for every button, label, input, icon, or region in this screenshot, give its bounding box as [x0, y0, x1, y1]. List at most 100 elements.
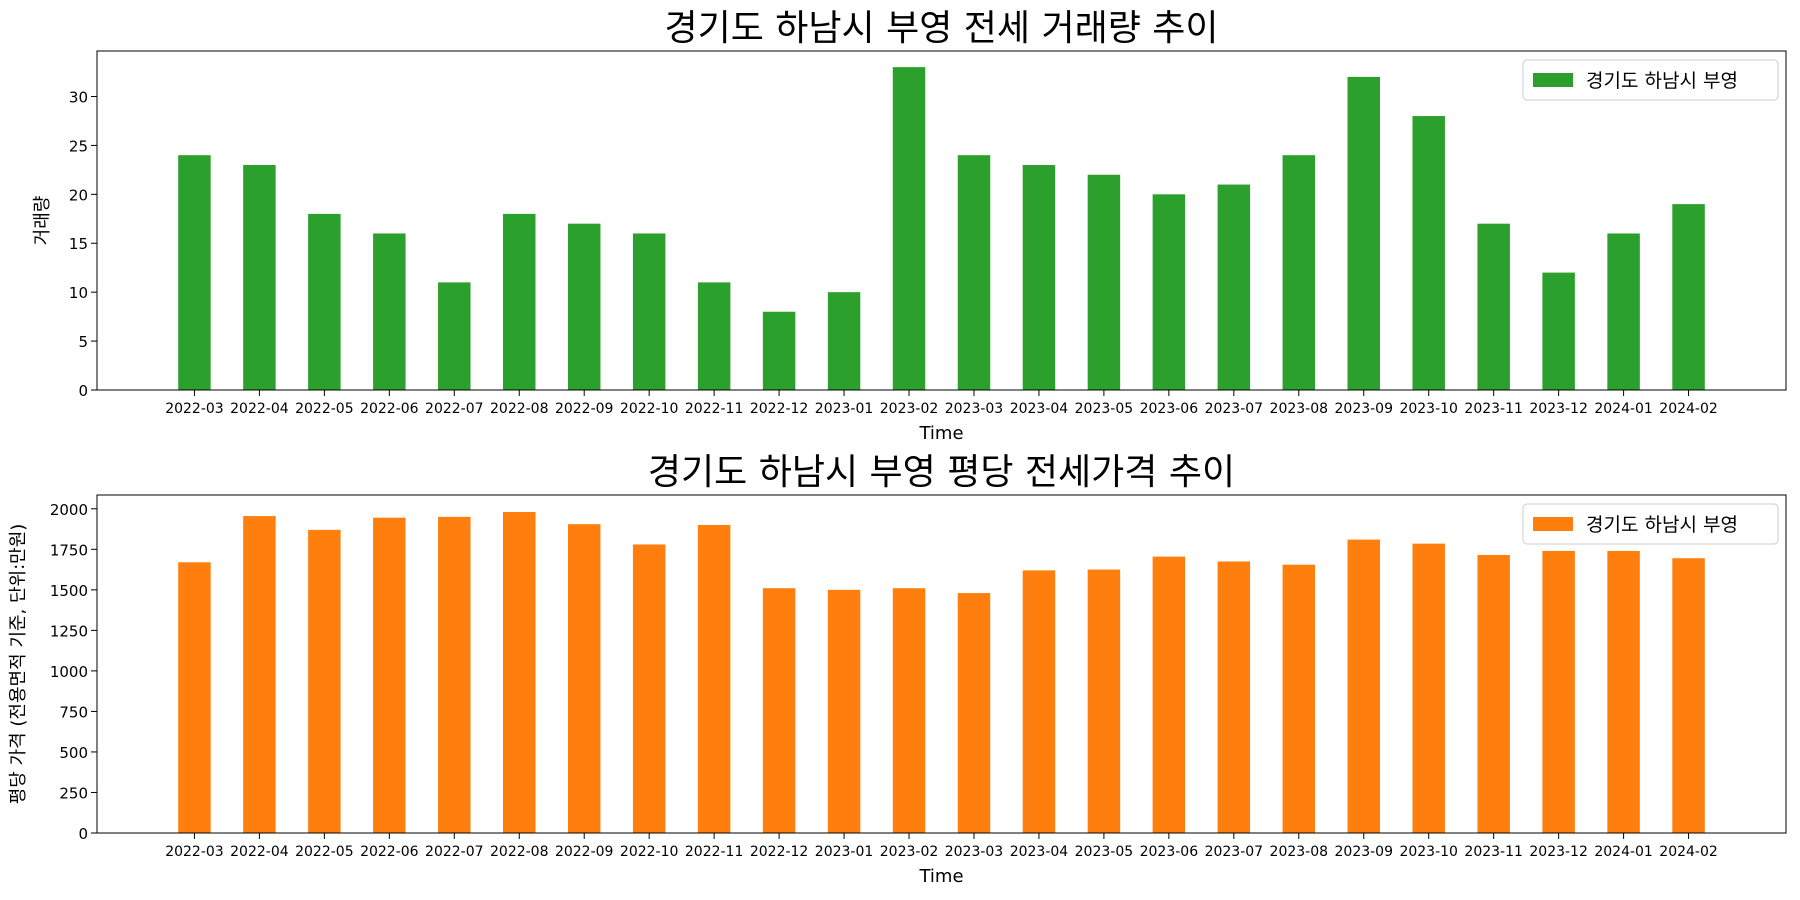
x-tick-label: 2023-07: [1205, 401, 1264, 417]
chart-title: 경기도 하남시 부영 평당 전세가격 추이: [648, 452, 1235, 493]
x-tick-label: 2023-01: [815, 401, 874, 417]
bar-2022-09: [567, 223, 601, 390]
x-tick-label: 2022-11: [685, 401, 744, 417]
bar-2023-02: [892, 67, 926, 391]
y-tick-label: 20: [69, 186, 88, 204]
legend-box: [1522, 59, 1779, 101]
legend-swatch: [1533, 73, 1573, 87]
x-tick-label: 2023-04: [1010, 401, 1069, 417]
plot-frame: [96, 494, 1787, 834]
legend: 경기도 하남시 부영: [1522, 59, 1779, 101]
x-tick-label: 2023-03: [945, 844, 1004, 860]
x-tick-label: 2022-10: [620, 844, 679, 860]
bar-2022-06: [373, 233, 406, 390]
bar-2022-06: [373, 517, 406, 833]
bar-2022-12: [762, 311, 796, 390]
x-tick-label: 2022-08: [490, 401, 549, 417]
x-tick-label: 2023-10: [1399, 844, 1458, 860]
bar-2023-01: [827, 589, 861, 833]
x-tick-label: 2022-03: [165, 844, 224, 860]
x-tick-label: 2023-09: [1335, 401, 1394, 417]
bar-2022-05: [308, 529, 341, 833]
bar-2022-07: [438, 282, 471, 390]
x-tick-label: 2023-06: [1140, 844, 1199, 860]
x-tick-label: 2022-07: [425, 844, 484, 860]
x-tick-label: 2022-09: [555, 401, 614, 417]
legend-swatch: [1533, 517, 1573, 531]
legend-label: 경기도 하남시 부영: [1586, 514, 1738, 536]
y-tick-label: 5: [78, 333, 88, 351]
bar-2023-12: [1542, 550, 1575, 833]
bar-2023-11: [1477, 554, 1510, 833]
x-axis-label: Time: [918, 423, 963, 444]
x-tick-label: 2022-04: [230, 844, 289, 860]
x-tick-label: 2023-05: [1075, 401, 1134, 417]
x-tick-label: 2023-08: [1270, 401, 1329, 417]
x-tick-label: 2022-04: [230, 401, 289, 417]
x-tick-label: 2023-12: [1529, 844, 1588, 860]
bar-2023-04: [1022, 570, 1056, 833]
bar-2024-01: [1607, 233, 1640, 390]
x-tick-label: 2022-05: [295, 401, 354, 417]
y-tick-label: 500: [59, 744, 88, 762]
bar-2023-06: [1152, 556, 1186, 833]
x-tick-label: 2022-11: [685, 844, 744, 860]
bar-2023-01: [827, 292, 861, 390]
y-tick-label: 25: [69, 137, 88, 155]
x-tick-label: 2023-02: [880, 401, 939, 417]
bar-2023-11: [1477, 223, 1510, 390]
x-tick-label: 2022-09: [555, 844, 614, 860]
bar-2022-07: [438, 516, 471, 833]
x-tick-label: 2023-08: [1270, 844, 1329, 860]
x-tick-label: 2023-06: [1140, 401, 1199, 417]
legend-label: 경기도 하남시 부영: [1586, 70, 1738, 92]
y-tick-label: 0: [78, 825, 88, 843]
chart-2: 경기도 하남시 부영 평당 전세가격 추이 0 250 500 750 1000 1250 1…: [8, 452, 1787, 887]
x-tick-label: 2024-02: [1659, 844, 1718, 860]
bar-2023-08: [1282, 155, 1316, 390]
x-tick-label: 2022-12: [750, 401, 809, 417]
x-tick-label: 2022-06: [360, 844, 419, 860]
y-axis-label: 거래량: [32, 196, 53, 246]
x-tick-label: 2022-12: [750, 844, 809, 860]
y-tick-label: 2000: [50, 501, 88, 519]
x-tick-label: 2022-08: [490, 844, 549, 860]
x-tick-label: 2022-03: [165, 401, 224, 417]
bar-2022-10: [632, 233, 666, 390]
bar-2023-10: [1412, 116, 1445, 390]
bar-2022-08: [503, 213, 536, 390]
legend-box: [1522, 503, 1779, 545]
bar-2023-07: [1217, 561, 1251, 833]
bar-2023-03: [957, 155, 991, 390]
bar-2022-03: [178, 562, 211, 833]
bar-2023-12: [1542, 272, 1575, 390]
bar-2023-06: [1152, 194, 1186, 390]
bar-2023-03: [957, 593, 991, 833]
bar-2023-02: [892, 588, 926, 833]
bar-2023-05: [1087, 174, 1121, 390]
bar-2023-04: [1022, 164, 1056, 390]
x-tick-label: 2024-01: [1594, 401, 1653, 417]
y-axis-label: 평당 가격 (전용면적 기준, 단위:만원): [8, 524, 29, 805]
bar-2023-09: [1347, 539, 1380, 833]
x-tick-label: 2024-02: [1659, 401, 1718, 417]
bar-2022-03: [178, 155, 211, 390]
x-tick-label: 2023-04: [1010, 844, 1069, 860]
bar-2023-08: [1282, 564, 1316, 833]
bar-2024-02: [1672, 558, 1705, 833]
bar-2023-10: [1412, 543, 1445, 833]
bar-2023-09: [1347, 76, 1380, 391]
chart-1: 경기도 하남시 부영 전세 거래량 추이 0 5 10 15 20 25 30 2022-03 2…: [32, 8, 1787, 444]
bar-2023-07: [1217, 184, 1251, 390]
bar-2022-11: [697, 282, 731, 390]
x-tick-label: 2022-10: [620, 401, 679, 417]
x-tick-label: 2023-05: [1075, 844, 1134, 860]
bar-2023-05: [1087, 569, 1121, 833]
y-tick-label: 1000: [50, 663, 88, 681]
x-tick-label: 2023-10: [1399, 401, 1458, 417]
x-tick-label: 2023-09: [1335, 844, 1394, 860]
x-tick-label: 2023-11: [1464, 401, 1523, 417]
x-tick-label: 2023-03: [945, 401, 1004, 417]
bar-2022-10: [632, 544, 666, 833]
bar-2024-02: [1672, 204, 1705, 390]
